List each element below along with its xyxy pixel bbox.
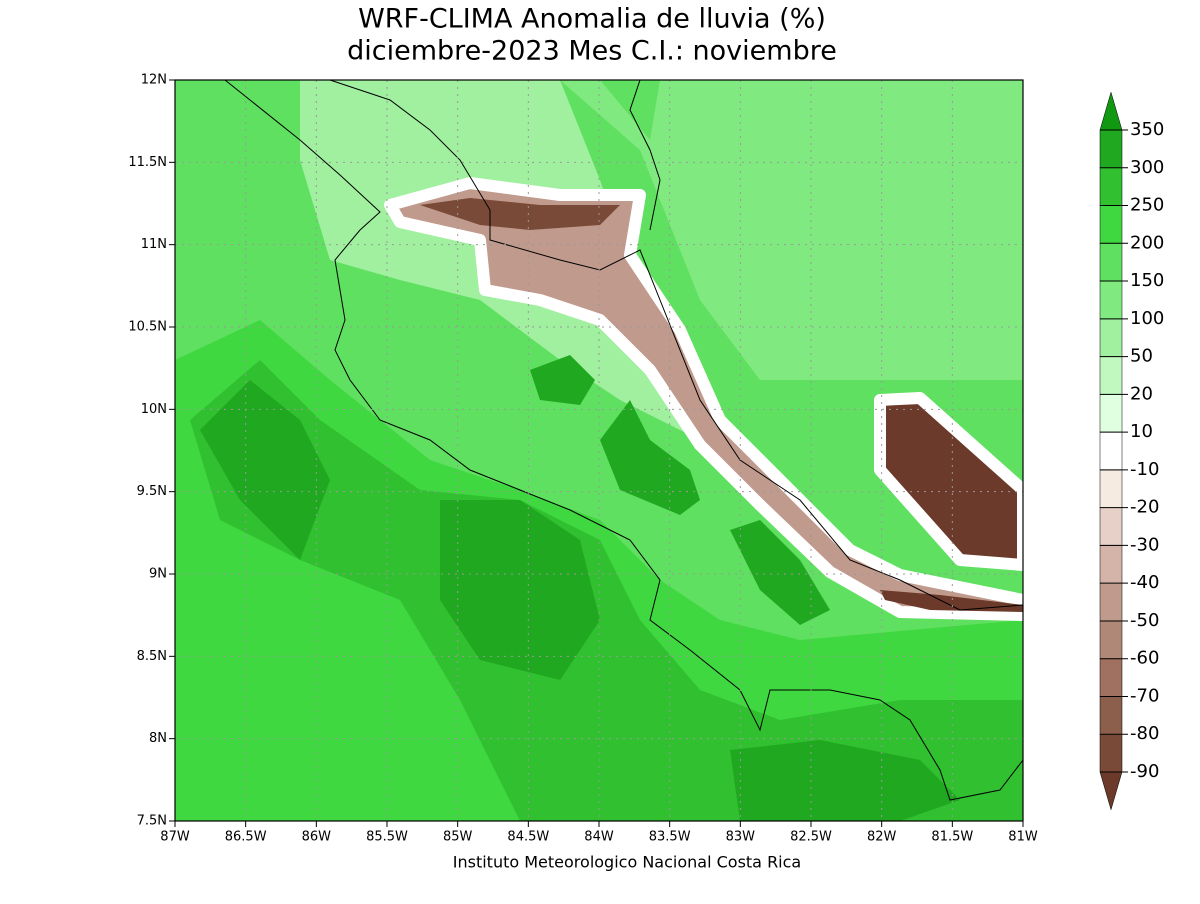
colorbar-label: -90 [1130, 761, 1159, 782]
y-tick-label: 7.5N [137, 814, 167, 829]
colorbar-label: -30 [1130, 534, 1159, 555]
colorbar-band [1099, 507, 1123, 546]
colorbar-band [1099, 469, 1123, 508]
colorbar-band [1099, 243, 1123, 282]
title-line: WRF-CLIMA Anomalia de lluvia (%) [358, 4, 826, 35]
y-tick-label: 10.5N [128, 320, 167, 335]
y-tick-label: 9N [149, 567, 167, 582]
field-patch [600, 400, 700, 515]
x-tick-label: 83.5W [649, 830, 691, 845]
x-tick-label: 81W [1008, 830, 1038, 845]
colorbar-label: 10 [1130, 421, 1153, 442]
colorbar-band [1099, 280, 1123, 320]
y-tick-label: 8.5N [137, 649, 167, 664]
credit: Instituto Meteorologico Nacional Costa R… [453, 853, 801, 872]
colorbar-band [1099, 620, 1123, 659]
field-patch [420, 198, 620, 230]
x-tick-label: 82W [867, 830, 897, 845]
y-tick-label: 10N [141, 402, 167, 417]
field-patch [190, 360, 1023, 821]
field-patch [730, 520, 830, 625]
y-tick-label: 11N [141, 237, 167, 252]
y-tick-label: 8N [149, 731, 167, 746]
colorbar-band [1099, 129, 1123, 169]
colorbar-band [1099, 696, 1123, 735]
colorbar-band [1099, 167, 1123, 206]
colorbar-label: 350 [1130, 119, 1164, 140]
x-tick-label: 86W [302, 830, 332, 845]
colorbar-band [1099, 582, 1123, 622]
field-patch [730, 740, 960, 821]
colorbar-label: 300 [1130, 157, 1164, 178]
y-tick-label: 11.5N [128, 155, 167, 170]
colorbar-band [1099, 545, 1123, 584]
title-line: diciembre-2023 Mes C.I.: noviembre [347, 36, 837, 67]
colorbar-label: -70 [1130, 685, 1159, 706]
field-patch [880, 590, 1023, 612]
colorbar-label: -10 [1130, 459, 1159, 480]
colorbar-band [1099, 394, 1123, 433]
x-tick-label: 85.5W [366, 830, 408, 845]
coastline [224, 79, 1024, 801]
colorbar-band [1099, 658, 1123, 697]
colorbar-label: 20 [1130, 383, 1153, 404]
field-patch [200, 380, 330, 560]
x-tick-label: 82.5W [790, 830, 832, 845]
colorbar-band [1099, 431, 1123, 471]
colorbar-label: -20 [1130, 497, 1159, 518]
map-field [175, 79, 1029, 821]
colorbar-band [1099, 356, 1123, 395]
colorbar-label: 250 [1130, 195, 1164, 216]
x-tick-label: 86.5W [225, 830, 267, 845]
y-tick-label: 12N [141, 73, 167, 88]
colorbar-label: -40 [1130, 572, 1159, 593]
colorbar-band [1099, 318, 1123, 357]
colorbar-band [1099, 205, 1123, 244]
colorbar-label: 50 [1130, 346, 1153, 367]
x-tick-label: 81.5W [931, 830, 973, 845]
y-tick-label: 9.5N [137, 484, 167, 499]
field-patch [440, 500, 600, 680]
colorbar-label: 200 [1130, 232, 1164, 253]
colorbar-band [1099, 733, 1123, 773]
field-patch [530, 355, 595, 405]
x-tick-label: 83W [726, 830, 756, 845]
colorbar-label: -50 [1130, 610, 1159, 631]
x-tick-label: 85W [443, 830, 473, 845]
colorbar-label: 150 [1130, 270, 1164, 291]
x-tick-label: 84W [584, 830, 614, 845]
x-tick-label: 87W [160, 830, 190, 845]
colorbar-label: 100 [1130, 308, 1164, 329]
x-tick-label: 84.5W [507, 830, 549, 845]
colorbar-label: -80 [1130, 723, 1159, 744]
colorbar-label: -60 [1130, 648, 1159, 669]
